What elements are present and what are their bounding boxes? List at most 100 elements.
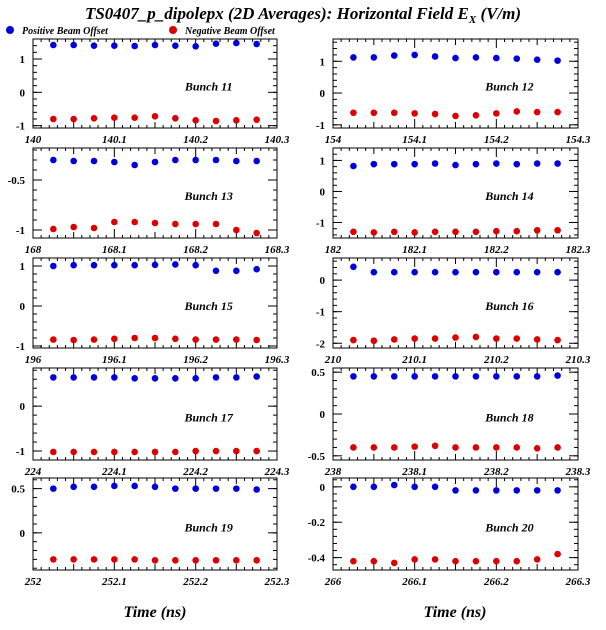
panel-6: 210 210.1 210.2 210.3 0 -1 -2 Bunch 16 — [316, 257, 591, 366]
panel-title: Bunch 15 — [184, 299, 233, 313]
positive-point — [192, 485, 199, 492]
y-tick-label: -1 — [316, 120, 325, 132]
panel-1: 140 140.1 140.2 140.3 1 0 -1 Bunch 11 — [16, 38, 290, 146]
negative-point — [513, 557, 521, 565]
negative-point — [233, 556, 240, 564]
y-tick-label: -2 — [316, 338, 326, 350]
x-tick-label: 238.2 — [483, 466, 509, 478]
positive-point — [50, 156, 57, 164]
positive-point — [554, 487, 561, 494]
negative-point — [533, 336, 541, 343]
negative-point — [131, 448, 138, 456]
positive-point — [70, 41, 77, 49]
x-tick-label: 168.2 — [183, 244, 208, 256]
y-tick-label: -0.5 — [8, 175, 26, 187]
x-tick-label: 154 — [325, 134, 342, 146]
positive-point — [253, 265, 260, 273]
x-tick-label: 238.3 — [565, 466, 591, 478]
legend: Positive Beam Offset Negative Beam Offse… — [6, 26, 276, 37]
y-tick-label: 1 — [320, 56, 326, 68]
positive-point — [90, 374, 98, 381]
positive-point — [513, 487, 521, 494]
negative-point — [50, 556, 57, 563]
negative-point — [70, 556, 77, 563]
y-tick-label: 0 — [20, 301, 26, 313]
negative-point — [50, 225, 57, 233]
negative-point — [493, 335, 500, 342]
negative-point — [172, 115, 179, 122]
negative-point — [70, 336, 77, 344]
negative-point — [533, 556, 541, 563]
x-tick-label: 140 — [25, 134, 42, 146]
panel-title: Bunch 11 — [184, 80, 233, 94]
negative-point — [131, 218, 138, 226]
negative-point — [253, 447, 260, 455]
positive-point — [50, 41, 57, 49]
negative-point — [411, 335, 418, 342]
legend-marker-positive — [6, 26, 14, 34]
negative-point — [431, 110, 439, 118]
x-tick-label: 238.1 — [401, 466, 427, 478]
negative-point — [111, 556, 118, 563]
negative-point — [212, 220, 220, 228]
positive-point — [90, 261, 98, 269]
positive-point — [411, 160, 418, 168]
positive-point — [431, 373, 439, 380]
negative-point — [253, 116, 260, 123]
positive-point — [390, 481, 398, 489]
positive-point — [431, 268, 439, 276]
negative-point — [493, 227, 500, 235]
negative-point — [390, 444, 398, 451]
negative-point — [212, 556, 220, 564]
positive-point — [390, 52, 398, 59]
positive-point — [131, 375, 138, 382]
negative-point — [151, 334, 159, 342]
negative-point — [411, 443, 418, 450]
positive-point — [472, 54, 480, 61]
negative-point — [472, 228, 480, 236]
positive-point — [253, 157, 260, 165]
positive-point — [350, 483, 357, 491]
negative-point — [452, 557, 459, 565]
y-tick-label: 0 — [320, 409, 326, 421]
negative-point — [411, 556, 418, 563]
y-tick-label: 1 — [20, 54, 26, 66]
x-tick-label: 196.2 — [183, 354, 208, 366]
chart-title: TS0407_p_dipolepx (2D Averages): Horizon… — [85, 4, 521, 26]
negative-point — [431, 335, 439, 342]
negative-point — [151, 556, 159, 564]
x-tick-label: 252 — [24, 576, 42, 588]
x-tick-label: 224.1 — [101, 466, 127, 478]
x-tick-label: 168 — [25, 244, 42, 256]
positive-point — [233, 374, 240, 381]
positive-point — [554, 372, 561, 379]
positive-point — [554, 160, 561, 167]
x-tick-label: 210.3 — [565, 354, 591, 366]
positive-point — [172, 261, 179, 268]
positive-point — [350, 263, 357, 271]
positive-point — [493, 487, 500, 494]
negative-point — [493, 557, 500, 565]
negative-point — [370, 337, 378, 345]
negative-point — [192, 336, 199, 343]
positive-point — [212, 485, 220, 492]
negative-point — [472, 557, 480, 565]
positive-point — [131, 482, 138, 490]
x-tick-label: 154.1 — [402, 134, 427, 146]
negative-point — [172, 448, 179, 456]
positive-point — [253, 373, 260, 380]
positive-point — [212, 156, 220, 164]
negative-point — [111, 448, 118, 456]
y-tick-label: -0.5 — [308, 451, 326, 463]
negative-point — [452, 444, 459, 451]
positive-point — [151, 261, 159, 269]
y-tick-label: -1 — [16, 341, 25, 353]
negative-point — [253, 229, 260, 237]
positive-point — [233, 267, 240, 275]
panel-7: 224 224.1 224.2 224.3 0 -1 Bunch 17 — [16, 367, 290, 478]
y-tick-label: -0.2 — [308, 517, 326, 529]
positive-point — [50, 374, 57, 381]
negative-point — [90, 115, 98, 122]
